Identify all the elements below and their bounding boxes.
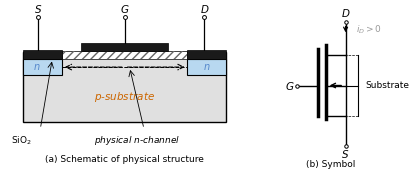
- Text: $S$: $S$: [341, 148, 349, 160]
- Text: (a) Schematic of physical structure: (a) Schematic of physical structure: [45, 155, 204, 164]
- Text: SiO$_2$: SiO$_2$: [11, 135, 32, 147]
- Text: physical $n$-channel: physical $n$-channel: [93, 134, 180, 147]
- Text: $p$-substrate: $p$-substrate: [94, 90, 155, 104]
- Text: $i_D > 0$: $i_D > 0$: [355, 23, 381, 36]
- Text: $D$: $D$: [340, 8, 349, 19]
- Bar: [62, 51, 187, 59]
- Bar: [81, 43, 168, 51]
- Text: (b) Symbol: (b) Symbol: [305, 160, 354, 169]
- Bar: [187, 50, 225, 59]
- Text: $G$: $G$: [120, 3, 129, 15]
- Text: $G$: $G$: [284, 80, 294, 91]
- Text: $D$: $D$: [199, 3, 209, 15]
- Bar: [23, 52, 225, 122]
- Bar: [62, 51, 187, 59]
- Text: $n$: $n$: [202, 62, 210, 72]
- Bar: [187, 59, 225, 75]
- Text: $n$: $n$: [33, 62, 40, 72]
- Bar: [23, 59, 62, 75]
- Bar: [23, 50, 62, 59]
- Text: $S$: $S$: [34, 3, 42, 15]
- Text: Substrate: Substrate: [364, 81, 408, 90]
